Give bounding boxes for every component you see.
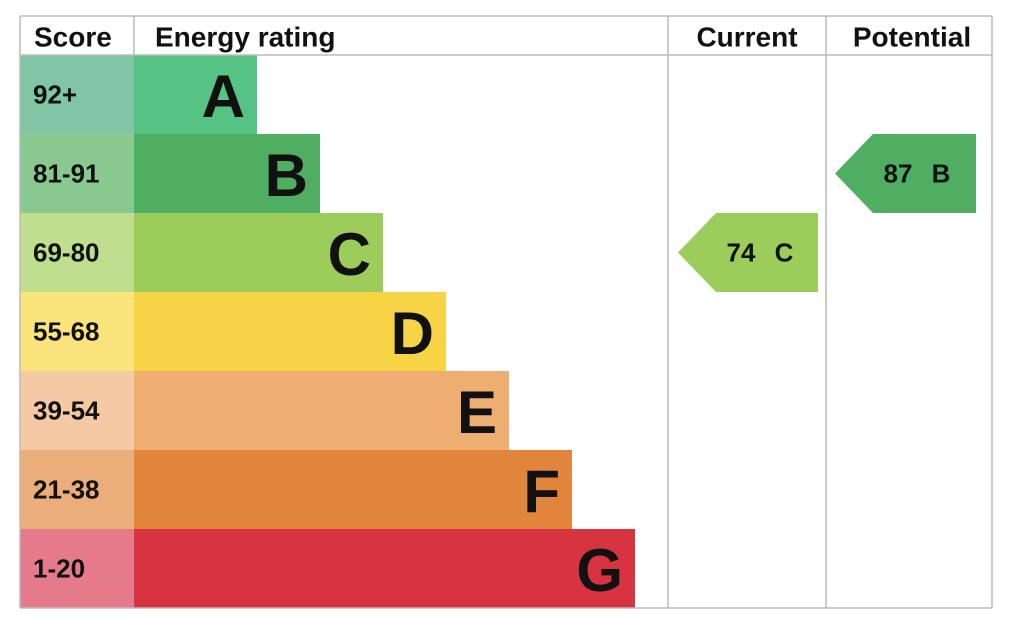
current-arrow <box>678 213 818 292</box>
current-letter: C <box>775 238 794 268</box>
band-letter: A <box>202 63 245 130</box>
rating-bar <box>134 55 257 134</box>
rating-bar <box>134 529 635 608</box>
score-range: 69-80 <box>33 238 100 268</box>
score-cell <box>20 213 134 292</box>
score-range: 39-54 <box>33 396 100 426</box>
current-value: 74 <box>727 238 756 268</box>
potential-arrow <box>835 134 976 213</box>
score-range: 21-38 <box>33 475 100 505</box>
rating-bar <box>134 292 446 371</box>
score-range: 55-68 <box>33 317 100 347</box>
band-letter: D <box>391 300 434 367</box>
score-range: 1-20 <box>33 554 85 584</box>
header-score: Score <box>34 22 112 53</box>
potential-letter: B <box>932 159 951 189</box>
header-rating: Energy rating <box>155 22 335 53</box>
rating-bar <box>134 371 509 450</box>
band-letter: F <box>523 458 560 525</box>
band-letter: E <box>457 379 497 446</box>
rating-bar <box>134 450 572 529</box>
score-range: 81-91 <box>33 159 100 189</box>
band-letter: B <box>265 142 308 209</box>
header-potential: Potential <box>853 22 971 53</box>
header-current: Current <box>696 22 797 53</box>
score-cell <box>20 292 134 371</box>
rating-bar <box>134 134 320 213</box>
potential-value: 87 <box>884 159 913 189</box>
band-letter: G <box>576 537 623 604</box>
rating-bar <box>134 213 383 292</box>
band-letter: C <box>328 221 371 288</box>
score-cell <box>20 450 134 529</box>
score-range: 92+ <box>33 80 77 110</box>
score-cell <box>20 55 134 134</box>
score-cell <box>20 529 134 608</box>
score-cell <box>20 134 134 213</box>
score-cell <box>20 371 134 450</box>
